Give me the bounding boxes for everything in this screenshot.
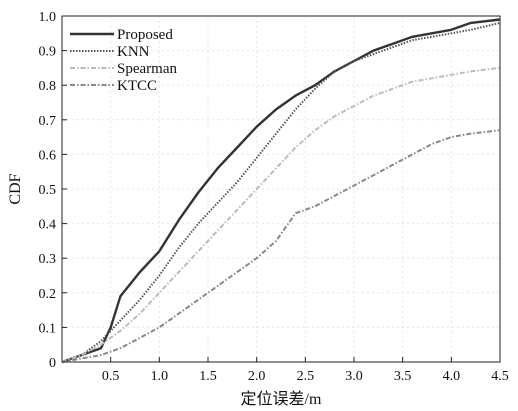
- x-axis-label: 定位误差/m: [241, 390, 322, 408]
- x-tick-label: 3.5: [394, 369, 412, 384]
- y-tick-label: 0.1: [39, 321, 57, 336]
- x-tick-label: 2.5: [297, 369, 315, 384]
- series-layer: [61, 18, 501, 364]
- y-tick-label: 0.3: [39, 252, 57, 267]
- x-tick-label: 4.0: [443, 369, 461, 384]
- x-tick-label: 2.0: [248, 369, 266, 384]
- series-line-spearman: [61, 66, 501, 363]
- y-tick-label: 0.5: [39, 183, 57, 198]
- y-tick-label: 0.2: [39, 287, 57, 302]
- legend-label: KNN: [117, 44, 150, 60]
- x-tick-label: 1.0: [151, 369, 169, 384]
- y-tick-label: 0.7: [39, 114, 57, 129]
- series-line-proposed: [61, 18, 501, 364]
- y-axis-label: CDF: [7, 173, 24, 204]
- x-tick-label: 0.5: [102, 369, 120, 384]
- legend-label: KTCC: [117, 78, 157, 94]
- series-line-knn: [61, 21, 501, 363]
- y-tick-label: 0.9: [39, 45, 57, 60]
- y-tick-label: 0.6: [39, 148, 57, 163]
- x-axis-ticks: 0.5 1.0 1.5 2.0 2.5 3.0 3.5 4.0 4.5: [102, 357, 509, 384]
- series-line-ktcc: [61, 129, 501, 363]
- x-tick-label: 4.5: [491, 369, 509, 384]
- legend-label: Proposed: [117, 27, 173, 43]
- y-tick-label: 0.4: [39, 218, 57, 233]
- x-tick-label: 3.0: [345, 369, 363, 384]
- y-axis-ticks: 0 0.1 0.2 0.3 0.4 0.5 0.6 0.7 0.8 0.9 1.0: [39, 10, 67, 371]
- y-tick-label: 0.8: [39, 79, 57, 94]
- x-tick-label: 1.5: [199, 369, 217, 384]
- y-tick-label: 0: [49, 356, 56, 371]
- y-tick-label: 1.0: [39, 10, 57, 25]
- legend-label: Spearman: [117, 61, 177, 77]
